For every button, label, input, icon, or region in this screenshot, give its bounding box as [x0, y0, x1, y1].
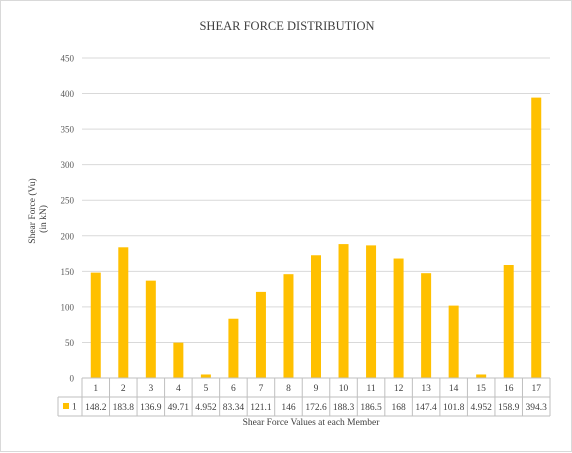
- y-tick-label: 150: [61, 267, 75, 277]
- data-table-value: 158.9: [498, 403, 520, 413]
- x-tick-label: 16: [504, 384, 514, 394]
- y-tick-label: 250: [61, 196, 75, 206]
- x-tick-label: 2: [121, 384, 126, 394]
- x-tick-label: 11: [366, 384, 375, 394]
- data-table-value: 186.5: [360, 403, 382, 413]
- y-axis-label-line1: Shear Force (Vu): [27, 178, 38, 243]
- bar-7: [255, 291, 266, 378]
- x-tick-label: 3: [148, 384, 153, 394]
- bar-5: [200, 374, 211, 378]
- bar-4: [173, 342, 184, 378]
- x-tick-label: 12: [394, 384, 404, 394]
- x-tick-label: 15: [476, 384, 486, 394]
- data-table-value: 4.952: [470, 403, 492, 413]
- data-table-value: 146: [281, 403, 296, 413]
- y-tick-label: 400: [61, 89, 75, 99]
- x-tick-label: 5: [204, 384, 209, 394]
- legend-swatch: [63, 403, 69, 409]
- y-tick-label: 200: [61, 231, 75, 241]
- data-table-value: 188.3: [333, 403, 355, 413]
- y-tick-label: 0: [70, 374, 75, 384]
- x-tick-label: 10: [339, 384, 349, 394]
- y-axis-label: Shear Force (Vu) (in kN): [27, 178, 49, 243]
- x-tick-label: 4: [176, 384, 181, 394]
- x-tick-label: 6: [231, 384, 236, 394]
- bar-17: [531, 97, 542, 378]
- bar-12: [393, 258, 404, 378]
- y-tick-label: 50: [65, 338, 75, 348]
- data-table-value: 172.6: [305, 403, 327, 413]
- gridlines: [82, 57, 550, 343]
- x-axis-label: Shear Force Values at each Member: [243, 418, 381, 428]
- bar-13: [421, 273, 432, 378]
- x-tick-label: 8: [286, 384, 291, 394]
- data-table-value: 183.8: [113, 403, 135, 413]
- bar-15: [476, 374, 487, 378]
- bar-16: [503, 265, 514, 378]
- bar-9: [311, 255, 321, 378]
- x-tick-label: 1: [93, 384, 98, 394]
- data-table-value: 168: [391, 403, 406, 413]
- data-table-value: 121.1: [250, 403, 272, 413]
- x-tick-label: 17: [531, 384, 541, 394]
- chart-title: SHEAR FORCE DISTRIBUTION: [199, 19, 374, 33]
- data-table-value: 147.4: [415, 403, 437, 413]
- y-tick-labels: 0 50 100 150 200 250 300 350 400 450: [61, 54, 75, 384]
- bar-8: [283, 274, 294, 378]
- data-table-value: 136.9: [140, 403, 162, 413]
- y-tick-label: 300: [61, 160, 75, 170]
- data-table-value: 148.2: [85, 403, 107, 413]
- x-tick-label: 14: [449, 384, 459, 394]
- bar-14: [448, 305, 459, 378]
- bar-1: [90, 272, 101, 378]
- x-tick-label: 7: [259, 384, 264, 394]
- bar-11: [366, 245, 377, 378]
- y-tick-label: 350: [61, 125, 75, 135]
- bars: [90, 97, 542, 378]
- data-table-value: 49.71: [168, 403, 190, 413]
- data-table-value: 4.952: [195, 403, 217, 413]
- bar-6: [228, 318, 239, 378]
- y-tick-label: 100: [61, 302, 75, 312]
- y-axis-label-line2: (in kN): [38, 205, 49, 233]
- bar-10: [338, 244, 349, 378]
- x-tick-label: 13: [421, 384, 431, 394]
- data-table-value: 394.3: [526, 403, 548, 413]
- data-table-value: 101.8: [443, 403, 465, 413]
- bar-2: [118, 247, 129, 378]
- data-table-value: 83.34: [223, 403, 245, 413]
- bar-3: [145, 280, 156, 378]
- data-table: 1 2 3 4 5 6 7 8 9 10 11 12 13 14 15 16 171 148.2 183.8 136.…: [57, 377, 551, 417]
- x-tick-label: 9: [314, 384, 319, 394]
- legend-series-name: 1: [72, 403, 77, 413]
- y-tick-label: 450: [61, 54, 75, 64]
